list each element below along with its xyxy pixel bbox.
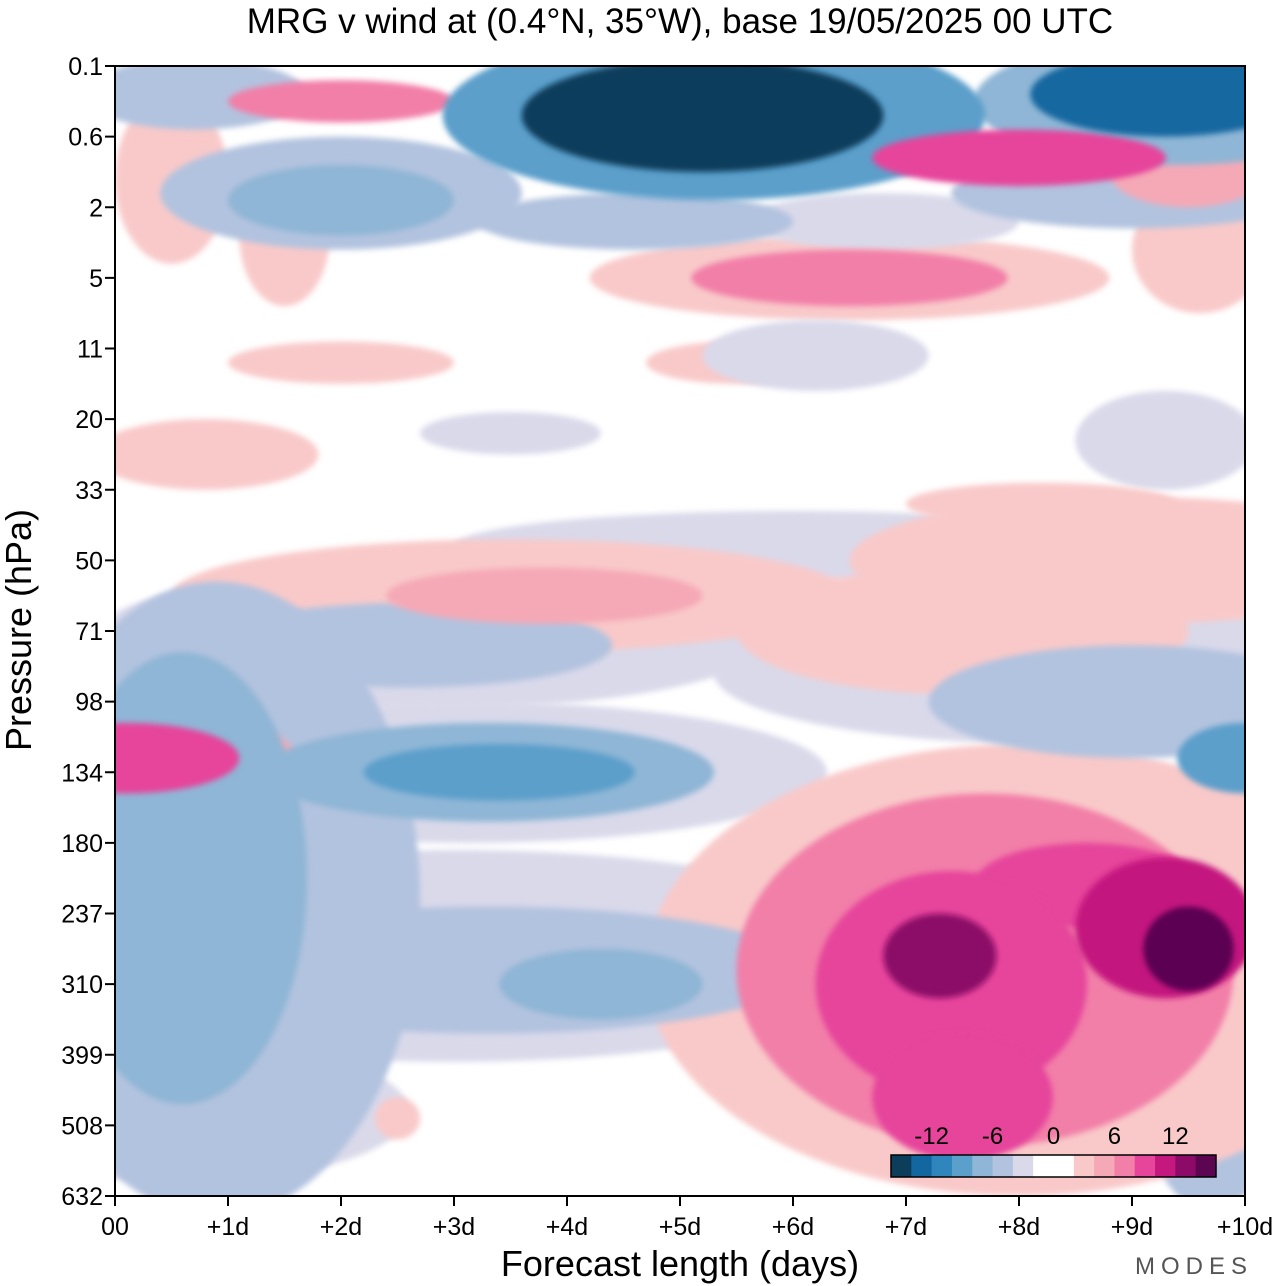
northerly-anomaly-region-35 [386,567,703,624]
colorbar-swatch [1012,1155,1034,1177]
colorbar-swatch [1094,1155,1115,1177]
northerly-anomaly-region-45 [691,249,1008,307]
y-tick-label: 33 [75,477,103,505]
southerly-anomaly-region-40 [228,164,454,236]
colorbar-tick-label: -6 [982,1123,1003,1150]
northerly-anomaly-region-51 [872,1033,1053,1161]
southerly-anomaly-region-53 [1030,66,1245,137]
colorbar-swatch [1053,1155,1075,1177]
colorbar-swatch [1114,1155,1136,1177]
x-tick-label: +3d [433,1213,475,1241]
y-tick-label: 50 [75,547,103,575]
southerly-anomaly-region-30 [205,602,613,688]
northerly-anomaly-region-10 [374,1097,421,1140]
colorbar-swatch [1175,1155,1197,1177]
y-tick-label: 237 [61,901,103,929]
y-axis: 0.1 0.6 2 5 11 20 33 50 71 98 134 180 237 310 399 508 63… [61,53,115,1211]
colorbar-swatch [911,1155,933,1177]
colorbar-tick-label: 0 [1047,1123,1060,1150]
colorbar-swatch [1134,1155,1156,1177]
x-axis: 00 +1d +2d +3d +4d +5d +6d +7d +8d +9d +10d [101,1196,1273,1241]
x-tick-label: +1d [207,1213,249,1241]
colorbar-swatch [992,1155,1014,1177]
northerly-anomaly-region-55 [883,913,997,999]
y-tick-label: 0.1 [68,53,103,81]
x-axis-title: Forecast length (days) [501,1243,859,1284]
colorbar-legend: -12 -6 0 6 12 [890,1123,1217,1178]
x-tick-label: +8d [998,1213,1040,1241]
colorbar-swatch [1195,1155,1217,1177]
x-tick-label: +2d [320,1213,362,1241]
northerly-anomaly-region-9 [849,496,1245,624]
y-tick-label: 98 [75,689,103,717]
wind-field [115,66,1245,1196]
x-tick-label: 00 [101,1213,129,1241]
southerly-anomaly-region-21 [420,412,601,455]
x-tick-label: +4d [546,1213,588,1241]
colorbar-tick-label: -12 [914,1123,949,1150]
colorbar-tick-label: 6 [1108,1123,1121,1150]
northerly-anomaly-region-42 [228,80,454,123]
modes-logo: MODES [1135,1253,1253,1280]
y-tick-label: 0.6 [68,124,103,152]
y-tick-label: 632 [61,1183,103,1211]
y-tick-label: 399 [61,1042,103,1070]
colorbar-frame [890,1154,1217,1178]
colorbar-swatch [951,1155,973,1177]
x-tick-label: +5d [659,1213,701,1241]
northerly-anomaly-region-15 [115,419,319,490]
southerly-anomaly-region-27 [476,193,793,250]
colorbar-tick-label: 12 [1162,1123,1189,1150]
colorbar-swatch [891,1155,912,1177]
colorbar-swatch [931,1155,953,1177]
southerly-anomaly-region-46 [363,744,635,801]
colorbar-swatch [1073,1155,1095,1177]
y-tick-label: 71 [75,618,103,646]
y-tick-label: 2 [89,194,103,222]
colorbar-swatch [972,1155,994,1177]
colorbar-swatch [1033,1155,1054,1177]
southerly-anomaly-region-56 [521,66,884,172]
y-tick-label: 134 [61,759,103,787]
y-tick-label: 310 [61,971,103,999]
y-tick-label: 508 [61,1112,103,1140]
x-tick-label: +10d [1217,1213,1273,1241]
southerly-anomaly-region-17 [702,320,929,391]
y-tick-label: 180 [61,830,103,858]
colorbar-swatch [1155,1155,1176,1177]
southerly-anomaly-region-43 [1177,722,1245,794]
chart-title: MRG v wind at (0.4°N, 35°W), base 19/05/… [247,2,1113,41]
northerly-anomaly-region-20 [228,341,454,384]
northerly-anomaly-region-47 [115,722,240,794]
y-tick-label: 5 [89,265,103,293]
northerly-anomaly-region-57 [1143,906,1234,992]
southerly-anomaly-region-38 [499,948,703,1020]
y-axis-title: Pressure (hPa) [0,509,39,751]
northerly-anomaly-region-48 [872,129,1166,187]
southerly-anomaly-region-37 [115,652,308,1105]
southerly-anomaly-region-31 [928,645,1245,759]
y-tick-label: 20 [75,406,103,434]
southerly-anomaly-region-14 [747,193,1020,250]
southerly-anomaly-region-18 [1075,390,1245,490]
x-tick-label: +9d [1111,1213,1153,1241]
x-tick-label: +6d [772,1213,814,1241]
y-tick-label: 11 [77,336,103,364]
northerly-anomaly-region-19 [906,482,1178,526]
x-tick-label: +7d [885,1213,927,1241]
